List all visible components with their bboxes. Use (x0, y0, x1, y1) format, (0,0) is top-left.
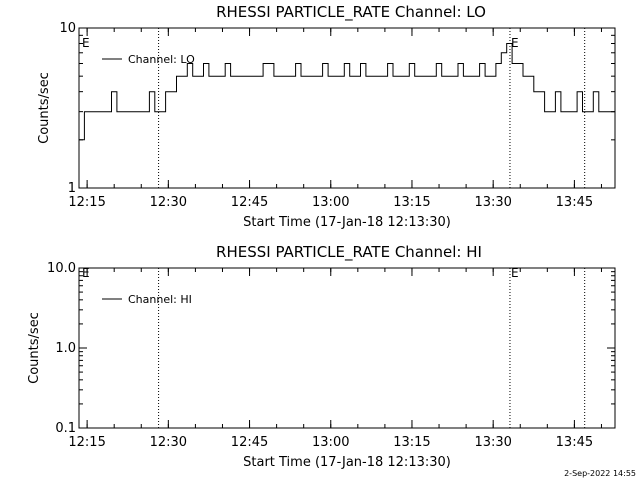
x-ticks: 12:15 12:30 12:45 13:00 13:15 13:30 13:45 (68, 268, 602, 450)
y-axis-label: Counts/sec (37, 72, 52, 144)
x-tick-label: 12:30 (150, 435, 187, 450)
x-tick-label: 12:45 (231, 195, 268, 210)
y-tick-label: 1.0 (55, 341, 76, 356)
event-lines (158, 28, 586, 188)
x-ticks: 12:15 12:30 12:45 13:00 13:15 13:30 13:45 (68, 28, 602, 210)
legend-label: Channel: HI (128, 293, 192, 306)
y-ticks (79, 27, 615, 189)
series-line (79, 43, 615, 141)
x-tick-label: 12:30 (150, 195, 187, 210)
panel-hi: RHESSI PARTICLE_RATE Channel: HI Counts/… (27, 243, 616, 470)
x-tick-label: 13:00 (312, 435, 349, 450)
event-lines (158, 268, 586, 428)
series-channel-lo (79, 43, 615, 141)
x-tick-label: 13:30 (474, 195, 511, 210)
x-tick-label: 13:30 (474, 435, 511, 450)
y-tick-label: 0.1 (55, 421, 76, 436)
x-tick-label: 13:00 (312, 195, 349, 210)
x-axis-label: Start Time (17-Jan-18 12:13:30) (243, 455, 451, 470)
chart-title: RHESSI PARTICLE_RATE Channel: HI (216, 243, 482, 262)
event-marker-label: E (82, 36, 90, 50)
y-tick-label: 10.0 (47, 261, 76, 276)
y-ticks (79, 267, 615, 429)
plot-frame (78, 27, 616, 189)
y-axis-label: Counts/sec (27, 312, 42, 384)
y-tick-label: 1 (68, 181, 76, 196)
event-marker-label: E (511, 36, 519, 50)
plot-frame (78, 267, 616, 429)
event-marker-label: E (82, 266, 90, 280)
y-tick-label: 10 (59, 21, 76, 36)
x-tick-label: 12:45 (231, 435, 268, 450)
panel-lo: RHESSI PARTICLE_RATE Channel: LO Counts/… (37, 3, 616, 230)
x-tick-label: 13:15 (393, 195, 430, 210)
x-tick-label: 12:15 (68, 195, 105, 210)
chart-title: RHESSI PARTICLE_RATE Channel: LO (216, 3, 486, 22)
x-tick-label: 13:15 (393, 435, 430, 450)
x-tick-label: 12:15 (68, 435, 105, 450)
x-axis-label: Start Time (17-Jan-18 12:13:30) (243, 215, 451, 230)
event-marker-label: E (511, 266, 519, 280)
footer-date: 2-Sep-2022 14:55 (564, 469, 636, 478)
x-tick-label: 13:45 (556, 435, 593, 450)
legend-label: Channel: LO (128, 53, 195, 66)
x-tick-label: 13:45 (556, 195, 593, 210)
